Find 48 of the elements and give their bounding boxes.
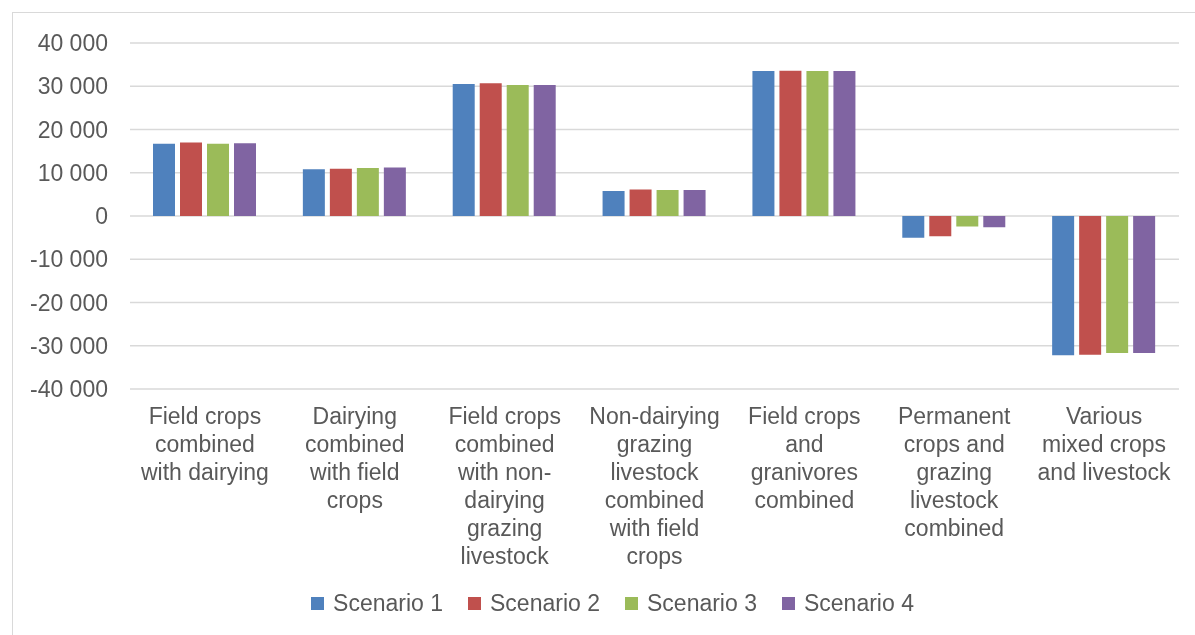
bar: [302, 169, 325, 216]
legend-label: Scenario 1: [333, 590, 444, 617]
x-tick-label: Dairying combined with field crops: [304, 403, 405, 513]
y-tick-label: -30 000: [29, 332, 108, 359]
bar: [833, 71, 856, 216]
bar: [180, 142, 202, 216]
bar: [779, 70, 802, 216]
bar: [153, 143, 175, 216]
y-tick-label: 20 000: [37, 116, 108, 143]
bar: [752, 71, 775, 216]
x-tick-label: Non-dairying grazing livestock combined with field crops: [589, 403, 720, 569]
bar: [929, 216, 952, 237]
bar: [1052, 216, 1075, 356]
bar: [629, 189, 652, 216]
bar: [806, 71, 829, 216]
bar: [506, 84, 529, 216]
bar: [329, 168, 352, 216]
bar: [1079, 216, 1102, 355]
bar: [656, 190, 679, 216]
bar: [1106, 216, 1129, 354]
x-tick-label: Field crops combined with non-dairying grazing livestock: [448, 403, 561, 569]
y-tick-label: 10 000: [37, 159, 108, 186]
x-tick-label: Field crops combined with dairying: [140, 403, 269, 485]
x-tick-label: Various mixed crops and livestock: [1037, 403, 1172, 485]
bar: [356, 167, 379, 216]
legend-label: Scenario 2: [490, 590, 600, 617]
bar: [234, 143, 256, 216]
x-tick-label: Permanent crops and grazing livestock combined: [897, 403, 1012, 541]
x-tick-label: Field crops and granivores combined: [748, 403, 861, 513]
bar: [479, 83, 502, 216]
y-tick-label: 0: [95, 203, 108, 230]
bar: [207, 143, 229, 216]
bar: [983, 216, 1006, 228]
bar: [533, 84, 556, 216]
bar: [683, 190, 706, 216]
y-tick-label: -40 000: [29, 376, 108, 403]
y-tick-label: 30 000: [37, 73, 108, 100]
y-tick-label: -20 000: [29, 289, 108, 316]
legend-label: Scenario 4: [803, 590, 914, 617]
bar: [602, 190, 625, 216]
legend-label: Scenario 3: [647, 590, 757, 617]
bar: [902, 216, 925, 238]
bar: [452, 84, 475, 216]
y-tick-label: 40 000: [37, 30, 108, 57]
bar: [956, 216, 979, 227]
y-tick-label: -10 000: [29, 246, 108, 273]
bar: [383, 167, 406, 216]
bar: [1133, 216, 1156, 354]
